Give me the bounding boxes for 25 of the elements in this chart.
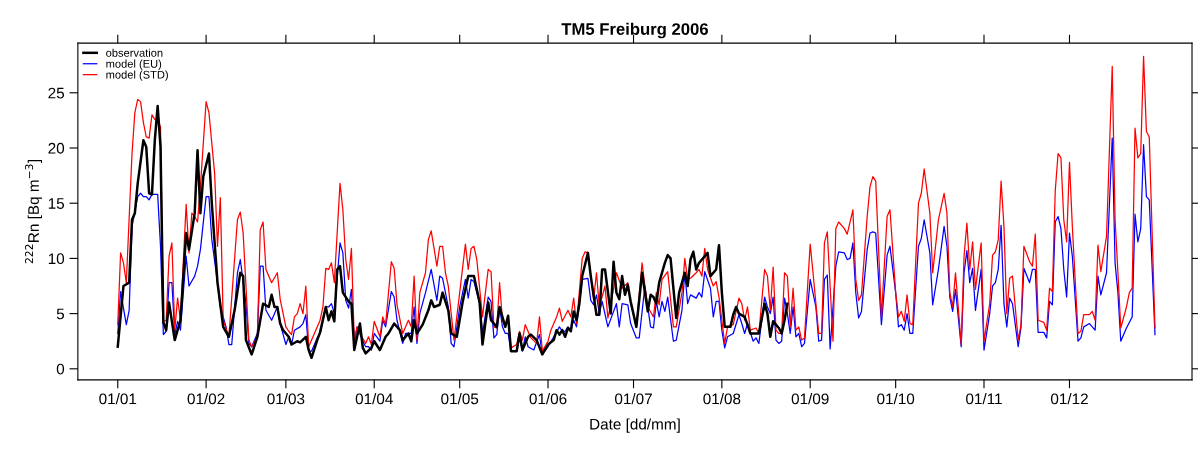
y-tick-label: 25 bbox=[48, 87, 65, 99]
x-tick-label: 01/09 bbox=[791, 393, 829, 405]
legend-label: observation bbox=[106, 48, 163, 57]
x-tick-label: 01/08 bbox=[703, 393, 741, 405]
y-tick-label: 20 bbox=[48, 142, 65, 154]
y-tick-label: 15 bbox=[48, 198, 65, 209]
x-tick-label: 01/07 bbox=[615, 393, 652, 405]
x-axis-title: Date [dd/mm] bbox=[590, 418, 680, 433]
x-tick-label: 01/02 bbox=[187, 393, 225, 405]
legend-label: model (STD) bbox=[106, 70, 168, 81]
x-tick-label: 01/12 bbox=[1050, 393, 1088, 405]
x-tick-label: 01/10 bbox=[877, 393, 915, 405]
line-series bbox=[116, 104, 789, 360]
x-tick-label: 01/06 bbox=[529, 393, 567, 405]
x-tick-label: 01/05 bbox=[441, 393, 479, 405]
chart-title: TM5 Freiburg 2006 bbox=[561, 22, 708, 39]
x-tick-label: 01/04 bbox=[355, 393, 393, 405]
x-tick-label: 01/03 bbox=[267, 393, 305, 405]
x-tick-label: 01/11 bbox=[966, 393, 1002, 405]
y-tick-label: 0 bbox=[56, 363, 65, 375]
x-tick-label: 01/01 bbox=[99, 393, 137, 405]
y-tick-label: 10 bbox=[48, 253, 65, 265]
y-tick-label: 5 bbox=[56, 308, 65, 320]
y-axis-title: $^{222}$Rn [Bq m$^{−3}$] bbox=[25, 159, 42, 264]
legend-label: model (EU) bbox=[106, 59, 162, 70]
